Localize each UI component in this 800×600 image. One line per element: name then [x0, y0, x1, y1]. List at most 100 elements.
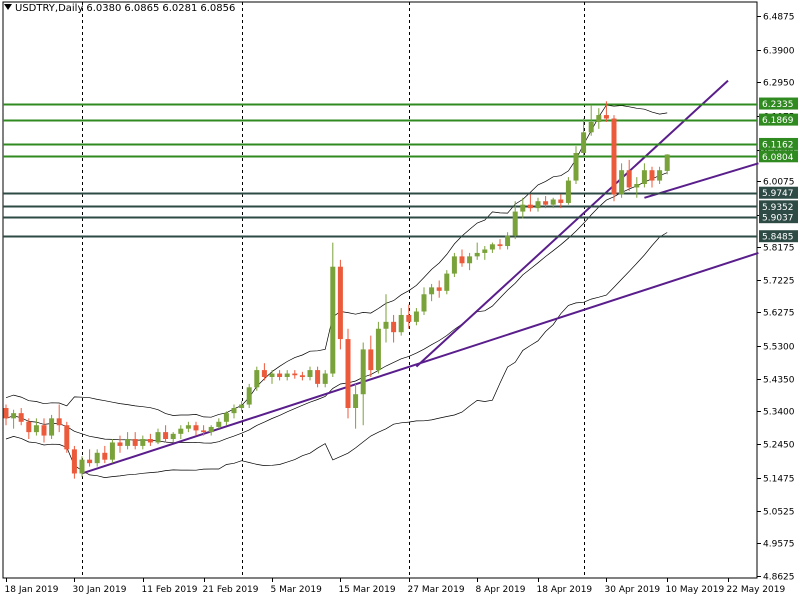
level-price-label: 6.2335 [762, 100, 794, 110]
candle-body [94, 452, 100, 464]
candle-body [641, 170, 647, 184]
candle-body [201, 430, 207, 433]
candle-body [292, 373, 298, 376]
candle-body [140, 439, 146, 446]
candle-body [375, 328, 381, 371]
candle-body [26, 421, 32, 433]
candle-body [178, 428, 184, 434]
candle-body [436, 287, 442, 291]
level-price-badge [759, 137, 798, 150]
candle-body [155, 432, 161, 443]
candle-body [368, 349, 374, 371]
candle-body [246, 387, 252, 405]
level-price-label: 6.0804 [762, 153, 794, 163]
candle-body [163, 432, 169, 440]
level-price-badge [759, 230, 798, 243]
candle-body [284, 373, 290, 377]
candle-body [193, 425, 199, 431]
candle-body [56, 418, 62, 426]
candle-body [322, 373, 328, 384]
y-tick-label: 6.3900 [763, 47, 795, 57]
candle-body [125, 439, 131, 446]
trendline-steep [415, 79, 729, 368]
candle-body [79, 459, 85, 474]
candle-body [71, 449, 77, 474]
candle-body [634, 184, 640, 188]
candle-body [596, 115, 602, 122]
candle-body [581, 132, 587, 153]
candle-body [626, 170, 632, 188]
candle-body [337, 266, 343, 340]
candle-body [307, 370, 313, 377]
x-tick-label: 18 Apr 2019 [537, 585, 593, 595]
level-price-badge [759, 200, 798, 213]
candle-body [406, 314, 412, 322]
chart-header: USDTRY,Daily 6.0380 6.0865 6.0281 6.0856 [4, 3, 238, 14]
candle-body [444, 273, 450, 291]
candle-body [398, 314, 404, 333]
level-price-label: 6.1869 [762, 116, 794, 126]
candle-body [421, 294, 427, 312]
band-middle-line [5, 172, 668, 444]
y-tick-label: 4.9575 [763, 540, 795, 550]
candle-body [619, 170, 625, 195]
candle-body [170, 433, 176, 440]
level-price-label: 5.8485 [762, 233, 794, 243]
candle-body [512, 211, 518, 236]
y-tick-label: 5.8175 [763, 244, 795, 254]
level-price-label: 5.9352 [762, 203, 794, 213]
candle-body [147, 439, 153, 443]
candle-body [550, 199, 556, 205]
candle-body [649, 170, 655, 181]
collapse-triangle-icon[interactable] [4, 4, 12, 10]
candle-body [451, 256, 457, 274]
candle-body [565, 180, 571, 203]
candle-body [117, 442, 123, 446]
candle-body [223, 413, 229, 422]
candle-body [208, 426, 214, 433]
candle-body [11, 413, 17, 419]
y-tick-label: 5.5300 [763, 343, 795, 353]
y-tick-label: 5.4350 [763, 376, 795, 386]
y-tick-label: 5.0525 [763, 508, 795, 518]
level-price-badge [759, 113, 798, 126]
y-tick-label: 5.7225 [763, 277, 795, 287]
candle-body [603, 115, 609, 119]
candle-body [520, 204, 526, 212]
y-tick-label: 4.8625 [763, 573, 795, 583]
level-price-badge [759, 211, 798, 224]
y-tick-label: 6.4875 [763, 13, 795, 23]
candle-body [482, 249, 488, 253]
low-value: 6.0281 [162, 3, 198, 14]
candle-body [64, 425, 70, 450]
candle-body [345, 339, 351, 408]
y-tick-label: 5.6275 [763, 309, 795, 319]
candle-body [185, 425, 191, 429]
candle-body [41, 425, 47, 436]
x-tick-label: 18 Jan 2019 [5, 585, 59, 595]
x-tick-label: 10 May 2019 [666, 585, 725, 595]
y-tick-label: 6.0075 [763, 178, 795, 188]
candle-body [573, 152, 579, 181]
candle-body [87, 459, 93, 464]
open-value: 6.0380 [86, 3, 122, 14]
trendline-short [644, 162, 759, 199]
candle-body [558, 199, 564, 203]
candle-body [505, 235, 511, 247]
level-price-badge [759, 97, 798, 110]
x-tick-label: 15 Mar 2019 [339, 585, 396, 595]
candle-body [467, 256, 473, 264]
candle-body [102, 452, 108, 460]
y-tick-label: 5.2450 [763, 441, 795, 451]
y-tick-label: 5.1475 [763, 475, 795, 485]
candle-body [527, 204, 533, 209]
candle-body [330, 266, 336, 374]
candle-body [535, 201, 541, 209]
candle-body [216, 421, 222, 427]
x-tick-label: 5 Mar 2019 [271, 585, 323, 595]
candle-body [489, 244, 495, 250]
candle-body [497, 244, 503, 247]
level-price-badge [759, 186, 798, 199]
candle-body [132, 439, 138, 446]
